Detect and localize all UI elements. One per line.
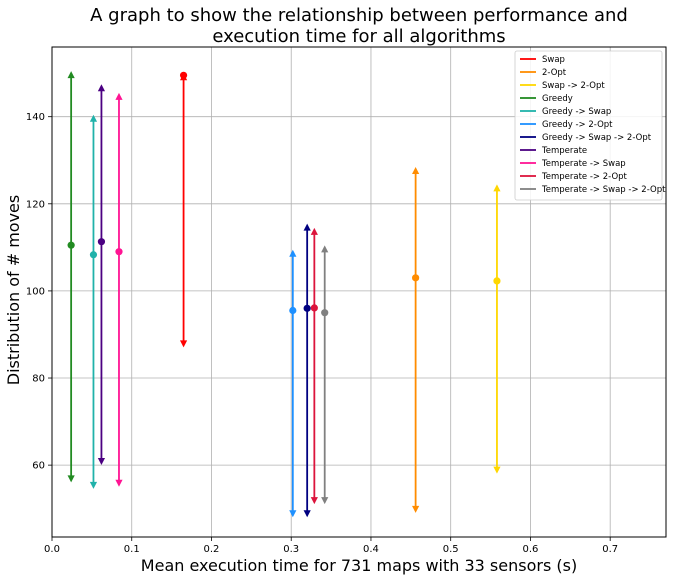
max-marker	[89, 114, 98, 122]
mean-point	[179, 71, 188, 79]
mean-point	[289, 306, 297, 315]
min-marker	[67, 475, 75, 483]
y-axis-label: Distribution of # moves	[4, 195, 23, 385]
chart-title-line-1: A graph to show the relationship between…	[90, 5, 628, 26]
min-marker	[412, 505, 420, 513]
min-marker	[493, 466, 501, 474]
max-marker	[289, 249, 297, 257]
series-greedy	[67, 71, 75, 483]
mean-point	[321, 309, 329, 317]
legend-label: Greedy -> 2-Opt	[542, 120, 613, 130]
x-tick-label: 0.6	[522, 544, 538, 555]
series-temperate-2-opt	[310, 227, 318, 505]
min-marker	[97, 457, 106, 465]
legend-label: Greedy	[542, 94, 573, 104]
legend-label: Swap	[542, 55, 565, 65]
max-marker	[303, 223, 311, 231]
y-tick-label: 140	[26, 112, 45, 123]
legend-box	[514, 50, 663, 201]
mean-point	[115, 248, 123, 256]
series-temperate-swap	[115, 92, 123, 487]
series-greedy-swap	[89, 114, 98, 489]
series-swap-2-opt	[493, 184, 501, 474]
x-tick-label: 0.4	[363, 544, 379, 555]
y-tick-label: 80	[32, 374, 45, 385]
series-greedy-2-opt	[289, 249, 297, 518]
min-marker	[289, 510, 297, 518]
x-axis-label: Mean execution time for 731 maps with 33…	[141, 556, 577, 575]
series-temperate-swap-2-opt	[321, 245, 329, 505]
series-temperate	[97, 84, 106, 465]
legend-label: Temperate -> 2-Opt	[541, 172, 628, 182]
mean-point	[310, 304, 318, 312]
min-marker	[310, 497, 318, 505]
min-marker	[321, 497, 329, 505]
max-marker	[67, 71, 75, 79]
max-marker	[97, 84, 106, 92]
mean-point	[303, 304, 311, 312]
x-tick-label: 0.5	[443, 544, 459, 555]
chart-title-line-2: execution time for all algorithms	[212, 26, 505, 47]
legend-label: Temperate	[541, 146, 587, 156]
mean-point	[97, 238, 106, 246]
mean-point	[67, 241, 75, 249]
x-tick-label: 0.1	[124, 544, 140, 555]
series-greedy-swap-2-opt	[303, 223, 311, 518]
x-tick-label: 0.3	[283, 544, 299, 555]
legend-label: Greedy -> Swap -> 2-Opt	[542, 133, 652, 143]
axis-ticks: 0.0 0.1 0.2 0.3 0.4 0.5 0.6 0.7 60 80 100 120 140	[26, 112, 618, 555]
mean-point	[493, 277, 501, 285]
legend-label: 2-Opt	[542, 68, 567, 78]
x-tick-label: 0.2	[204, 544, 220, 555]
min-marker	[89, 481, 98, 489]
series-swap	[179, 71, 188, 348]
max-marker	[412, 166, 420, 174]
legend: Swap 2-Opt Swap -> 2-Opt Greedy Greedy -> Sw…	[514, 50, 666, 201]
legend-label: Temperate -> Swap	[541, 159, 626, 169]
legend-label: Swap -> 2-Opt	[542, 81, 605, 91]
y-tick-label: 100	[26, 286, 45, 297]
y-tick-label: 120	[26, 199, 45, 210]
mean-point	[89, 251, 98, 259]
min-marker	[115, 479, 123, 487]
series-2-opt	[412, 166, 420, 513]
series-layer	[67, 71, 501, 518]
y-tick-label: 60	[32, 461, 45, 472]
mean-point	[412, 274, 420, 282]
max-marker	[310, 227, 318, 235]
max-marker	[493, 184, 501, 192]
max-marker	[321, 245, 329, 253]
x-tick-label: 0.7	[602, 544, 618, 555]
min-marker	[303, 510, 311, 518]
min-marker	[179, 340, 188, 348]
plot-frame	[51, 46, 667, 538]
legend-label: Temperate -> Swap -> 2-Opt	[541, 185, 666, 195]
max-marker	[115, 92, 123, 100]
x-tick-label: 0.0	[44, 544, 60, 555]
legend-label: Greedy -> Swap	[542, 107, 611, 117]
